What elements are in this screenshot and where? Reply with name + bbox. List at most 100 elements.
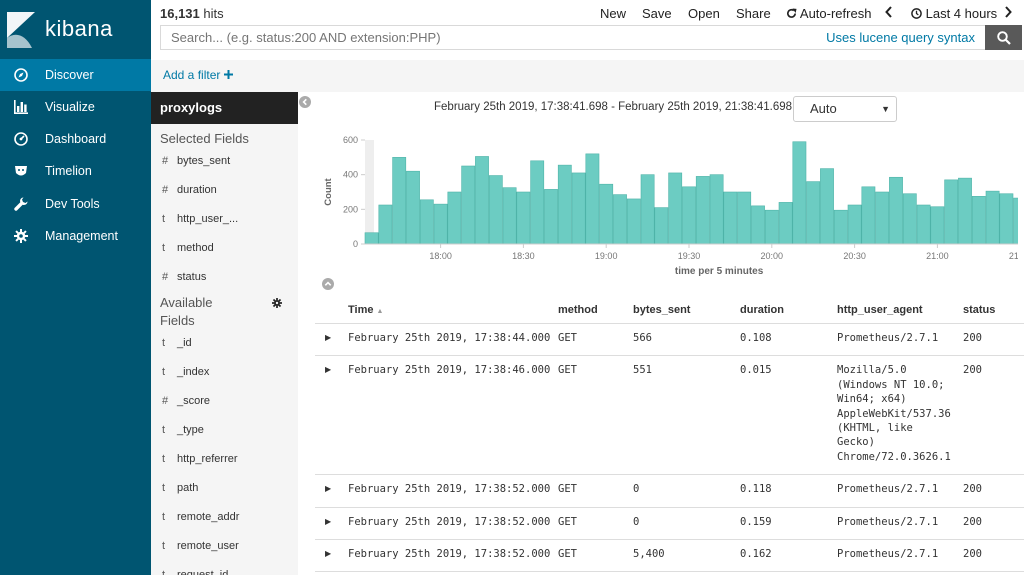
expand-row-caret-icon[interactable]: ▶ [325,516,332,526]
cell-duration: 0.015 [740,364,772,377]
nav-item-management[interactable]: Management [0,220,151,252]
time-range-label: February 25th 2019, 17:38:41.698 - Febru… [434,101,807,113]
column-header-bytes-sent[interactable]: bytes_sent [633,304,691,316]
time-forward-button[interactable] [1004,6,1012,21]
field-name: remote_addr [177,511,240,523]
field-type-icon: t [162,540,166,552]
field-item[interactable]: t http_referrer [162,453,238,465]
expand-row-caret-icon[interactable]: ▶ [325,333,332,342]
field-type-icon: t [162,511,166,523]
clock-icon [911,8,922,19]
column-header-status[interactable]: status [963,304,996,316]
histogram-bar [447,191,462,245]
field-item[interactable]: # bytes_sent [162,155,230,167]
gear-icon [14,229,28,243]
field-name: remote_user [177,540,239,552]
add-filter-label: Add a filter [163,68,221,82]
cell-status: 200 [963,364,982,377]
nav-item-dev-tools[interactable]: Dev Tools [0,188,151,220]
open-button[interactable]: Open [688,6,720,21]
field-item[interactable]: t _index [162,366,209,378]
field-name: http_referrer [177,453,238,465]
table-row[interactable]: ▶ February 25th 2019, 17:38:44.000 GET 566 0… [315,324,1024,357]
search-button[interactable] [985,25,1022,50]
time-back-button[interactable] [885,6,893,21]
brand[interactable]: kibana [0,0,151,60]
field-item[interactable]: t _id [162,337,192,349]
field-item[interactable]: # status [162,271,206,283]
histogram-bar [999,193,1014,245]
available-fields-title: Fields [160,313,195,328]
agent-line: Mozilla/5.0 [837,364,907,377]
expand-row-caret-icon[interactable]: ▶ [325,365,332,375]
field-settings-gear-icon[interactable] [272,296,282,311]
histogram-bar [985,190,1000,245]
sort-caret-icon[interactable]: ▲ [376,308,384,315]
y-tick-label: 600 [343,135,358,145]
field-item[interactable]: t request_id [162,569,228,575]
field-sidebar: proxylogs Selected Fields # bytes_sent # d… [151,92,298,575]
cell-status: 200 [963,332,982,344]
field-item[interactable]: t path [162,482,198,494]
save-button[interactable]: Save [642,6,672,21]
expand-row-caret-icon[interactable]: ▶ [325,484,332,494]
histogram-bar [668,172,683,245]
collapse-histogram-button[interactable] [322,278,334,293]
time-picker-label: Last 4 hours [925,6,998,21]
histogram-bar [764,209,779,245]
histogram-bar [557,164,572,245]
column-header-label: Time [348,304,374,316]
table-row[interactable]: ▶ February 25th 2019, 17:38:52.000 GET 0 0.1… [315,475,1024,508]
field-name: path [177,482,199,494]
field-item[interactable]: # _score [162,395,210,407]
histogram-bar [488,175,503,245]
auto-refresh-button[interactable]: Auto-refresh [786,6,871,21]
table-row[interactable]: ▶ February 25th 2019, 17:38:46.000 GET 551 0… [315,356,1024,476]
cell-duration: 0.108 [740,332,772,344]
histogram-bar [930,206,945,245]
histogram-bar [944,179,959,245]
field-item[interactable]: # duration [162,184,217,196]
cell-http-user-agent: Prometheus/2.7.1 [837,547,938,561]
histogram-bar [958,177,972,245]
lucene-syntax-link[interactable]: Uses lucene query syntax [826,30,975,45]
table-row[interactable]: ▶ February 25th 2019, 17:38:52.000 GET 0 0.1… [315,508,1024,540]
field-type-icon: t [162,337,166,349]
column-header-method[interactable]: method [558,304,598,316]
new-button[interactable]: New [600,6,627,21]
partial-bucket-shade [365,140,374,244]
collapse-sidebar-button[interactable] [299,96,311,111]
cell-method: GET [558,483,577,496]
add-filter-button[interactable]: Add a filter [163,68,233,82]
histogram-chart: 0 200 400 600 18:00 18:30 19:00 19:30 20:00 20:30… [323,135,1018,277]
field-item[interactable]: t http_user_... [162,213,238,225]
cell-method: GET [558,547,577,560]
nav-item-visualize[interactable]: Visualize [0,91,151,123]
histogram-bar [902,193,917,245]
nav-item-timelion[interactable]: Timelion [0,155,151,187]
field-item[interactable]: t _type [162,424,204,436]
interval-select[interactable]: Auto ▼ [793,96,897,122]
field-item[interactable]: t method [162,242,214,254]
time-picker-button[interactable]: Last 4 hours [911,6,997,21]
search-input[interactable] [161,26,811,49]
expand-row-caret-icon[interactable]: ▶ [325,548,332,558]
field-item[interactable]: t remote_addr [162,511,239,523]
nav-label: Dev Tools [45,197,100,211]
column-header-duration[interactable]: duration [740,304,784,316]
histogram-bar [599,183,614,245]
dashboard-icon [14,132,28,146]
nav-item-discover[interactable]: Discover [0,59,151,91]
column-header-http-user-agent[interactable]: http_user_agent [837,304,923,316]
caret-down-icon: ▼ [881,104,890,114]
chevron-right-icon [1005,6,1012,18]
column-header-time[interactable]: Time ▲ [348,304,383,316]
y-axis-label: Count [323,177,334,205]
index-pattern-selector[interactable]: proxylogs [151,92,298,124]
field-type-icon: # [162,184,169,196]
field-item[interactable]: t remote_user [162,540,239,552]
table-row[interactable]: ▶ February 25th 2019, 17:38:52.000 GET 5,40… [315,540,1024,573]
nav-item-dashboard[interactable]: Dashboard [0,123,151,155]
field-name: _id [177,337,192,349]
share-button[interactable]: Share [736,6,771,21]
